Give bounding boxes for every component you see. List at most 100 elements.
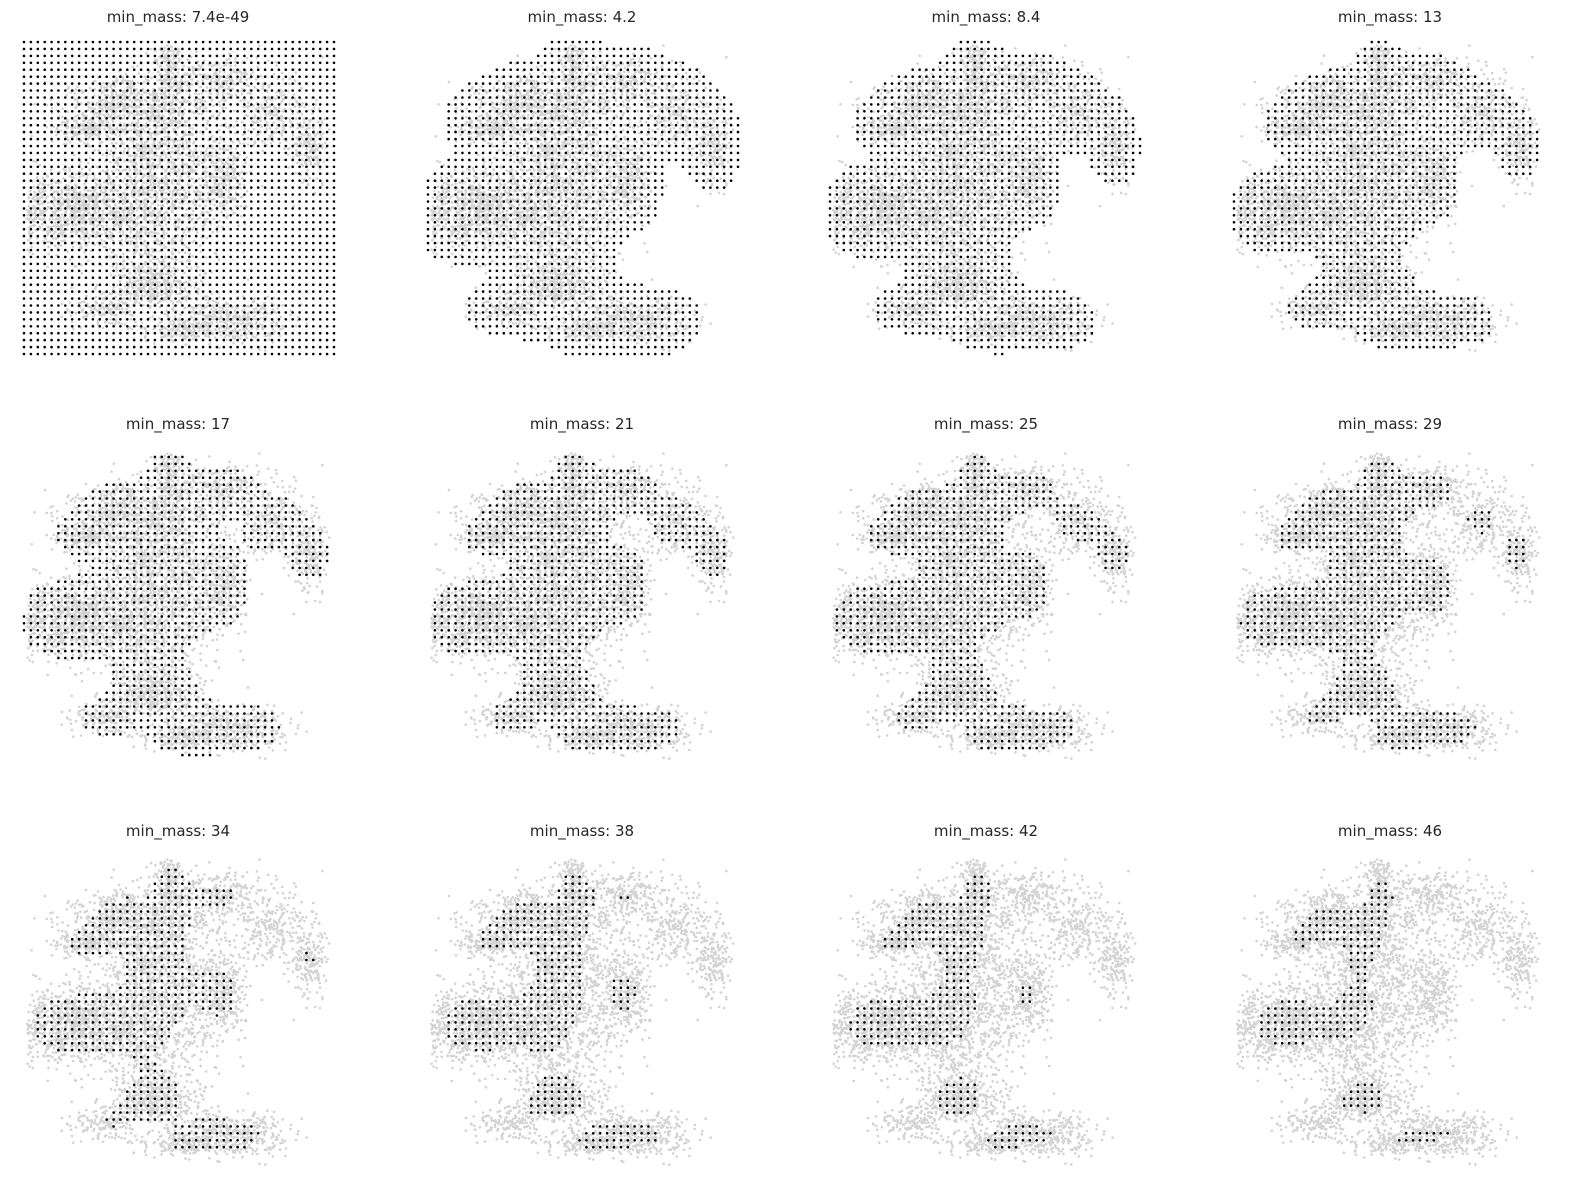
grid-point [50,55,53,58]
grid-point [43,207,46,210]
grid-point [140,124,143,127]
grid-point [298,159,301,162]
grid-point [147,75,150,78]
grid-point [71,214,74,217]
grid-point [229,131,232,134]
grid-point [92,186,95,189]
grid-point [23,186,26,189]
grid-point [174,172,177,175]
grid-point [147,117,150,120]
grid-point [209,131,212,134]
grid-point [85,290,88,293]
grid-point [85,82,88,85]
grid-point [291,62,294,65]
grid-point [133,145,136,148]
grid-point [298,41,301,44]
grid-point [195,89,198,92]
grid-point [147,276,150,279]
grid-point [278,235,281,238]
grid-point [188,117,191,120]
grid-point [257,152,260,155]
grid-point [278,131,281,134]
grid-point [30,152,33,155]
grid-point [133,242,136,245]
grid-point [264,179,267,182]
grid-point [188,256,191,259]
grid-point [147,179,150,182]
grid-point [57,270,60,273]
grid-point [37,263,40,266]
grid-point [250,297,253,300]
grid-point [250,68,253,71]
grid-point [57,179,60,182]
grid-point [285,62,288,65]
grid-point [154,62,157,65]
grid-point [126,89,129,92]
grid-point [174,103,177,106]
grid-point [236,297,239,300]
grid-point [126,179,129,182]
grid-point [243,290,246,293]
grid-point [312,96,315,99]
grid-point [154,103,157,106]
grid-point [78,228,81,231]
grid-point [209,82,212,85]
grid-point [216,235,219,238]
grid-point [119,138,122,141]
grid-point [202,283,205,286]
grid-point [126,48,129,51]
grid-point [216,304,219,307]
grid-point [92,283,95,286]
grid-point [257,48,260,51]
grid-point [188,290,191,293]
grid-point [209,200,212,203]
grid-point [154,82,157,85]
grid-point [154,193,157,196]
grid-point [140,48,143,51]
grid-point [133,214,136,217]
grid-point [140,55,143,58]
grid-point [257,55,260,58]
grid-point [119,270,122,273]
grid-point [92,152,95,155]
grid-point [154,48,157,51]
grid-point [188,311,191,314]
grid-point [236,62,239,65]
grid-point [154,235,157,238]
grid-point [174,62,177,65]
grid-point [271,159,274,162]
grid-point [250,263,253,266]
grid-point [133,186,136,189]
grid-point [209,270,212,273]
grid-point [305,304,308,307]
grid-point [78,82,81,85]
grid-point [85,270,88,273]
grid-point [105,159,108,162]
grid-point [223,145,226,148]
grid-point [264,304,267,307]
grid-point [50,124,53,127]
grid-point [257,256,260,259]
grid-point [181,41,184,44]
grid-point [147,131,150,134]
grid-point [243,200,246,203]
grid-point [271,82,274,85]
grid-point [167,96,170,99]
grid-point [298,242,301,245]
grid-point [140,166,143,169]
grid-point [209,62,212,65]
grid-point [30,172,33,175]
grid-point [298,117,301,120]
grid-point [209,283,212,286]
grid-point [243,62,246,65]
grid-point [78,89,81,92]
grid-point [257,89,260,92]
grid-point [105,270,108,273]
grid-point [23,48,26,51]
grid-point [43,55,46,58]
grid-point [71,41,74,44]
grid-point [319,159,322,162]
grid-point [37,256,40,259]
grid-point [64,193,67,196]
grid-point [209,290,212,293]
